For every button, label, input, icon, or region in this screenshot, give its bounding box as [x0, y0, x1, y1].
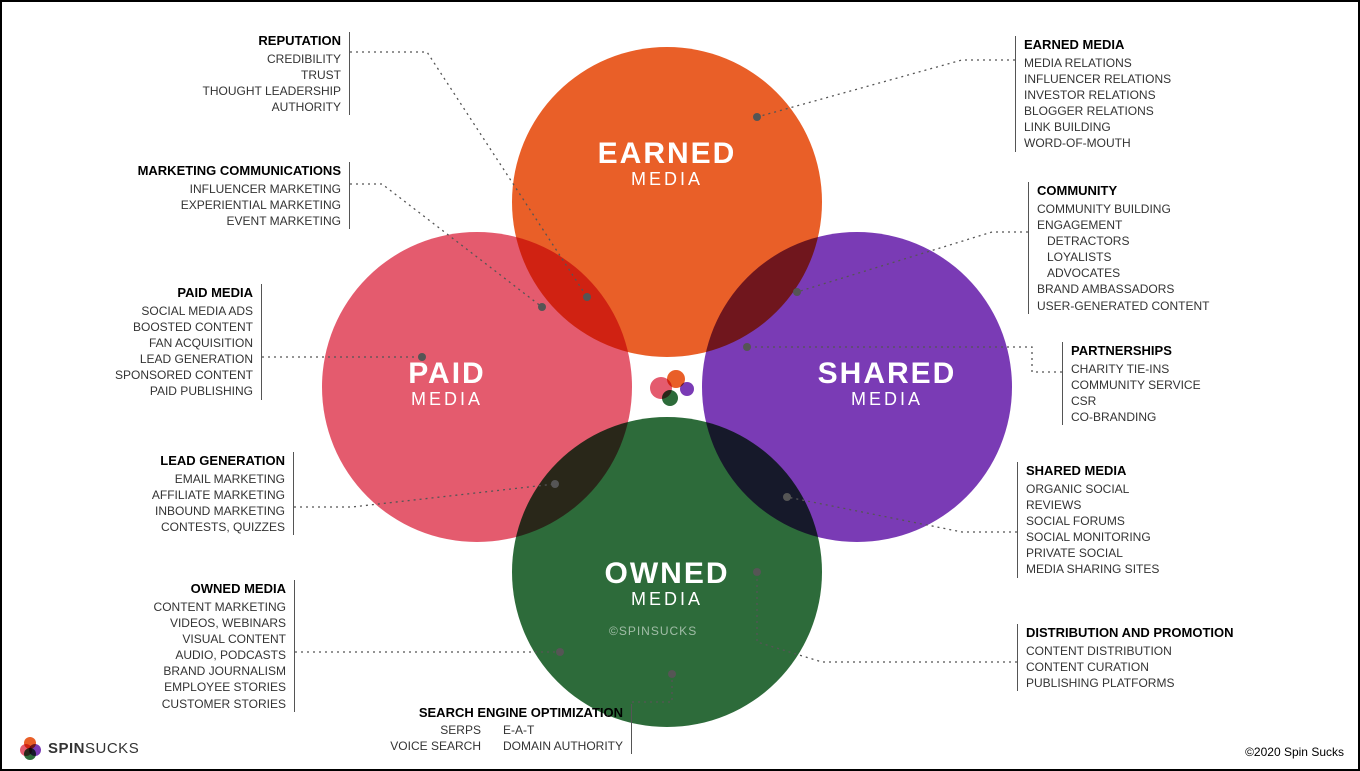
circle-owned — [512, 417, 822, 727]
callout-shared-media: SHARED MEDIA ORGANIC SOCIAL REVIEWS SOCI… — [1017, 462, 1237, 578]
anchor-dot — [668, 670, 676, 678]
anchor-dot — [418, 353, 426, 361]
brand-logo: SPINSUCKS — [20, 737, 139, 759]
anchor-dot — [793, 288, 801, 296]
brand-text: SPINSUCKS — [48, 740, 139, 757]
anchor-dot — [743, 343, 751, 351]
anchor-dot — [753, 113, 761, 121]
anchor-dot — [583, 293, 591, 301]
callout-lead-gen: LEAD GENERATION EMAIL MARKETING AFFILIAT… — [122, 452, 294, 535]
callout-seo: SEARCH ENGINE OPTIMIZATION SERPS VOICE S… — [382, 704, 632, 754]
center-deco — [662, 390, 678, 406]
anchor-dot — [783, 493, 791, 501]
callout-marcom: MARKETING COMMUNICATIONS INFLUENCER MARK… — [92, 162, 350, 229]
callout-partnerships: PARTNERSHIPS CHARITY TIE-INS COMMUNITY S… — [1062, 342, 1262, 425]
anchor-dot — [538, 303, 546, 311]
copyright: ©2020 Spin Sucks — [1245, 745, 1344, 759]
peso-diagram: EARNED MEDIA PAID MEDIA SHARED MEDIA OWN… — [0, 0, 1360, 771]
anchor-dot — [556, 648, 564, 656]
callout-reputation: REPUTATION CREDIBILITY TRUST THOUGHT LEA… — [152, 32, 350, 115]
callout-owned-media: OWNED MEDIA CONTENT MARKETING VIDEOS, WE… — [132, 580, 295, 712]
center-deco — [680, 382, 694, 396]
brand-icon — [20, 737, 42, 759]
anchor-dot — [551, 480, 559, 488]
callout-paid-media: PAID MEDIA SOCIAL MEDIA ADS BOOSTED CONT… — [107, 284, 262, 400]
anchor-dot — [753, 568, 761, 576]
callout-community: COMMUNITY COMMUNITY BUILDING ENGAGEMENT … — [1028, 182, 1268, 314]
callout-earned-media: EARNED MEDIA MEDIA RELATIONS INFLUENCER … — [1015, 36, 1235, 152]
callout-distribution: DISTRIBUTION AND PROMOTION CONTENT DISTR… — [1017, 624, 1277, 691]
watermark: ©SPINSUCKS — [609, 624, 697, 638]
